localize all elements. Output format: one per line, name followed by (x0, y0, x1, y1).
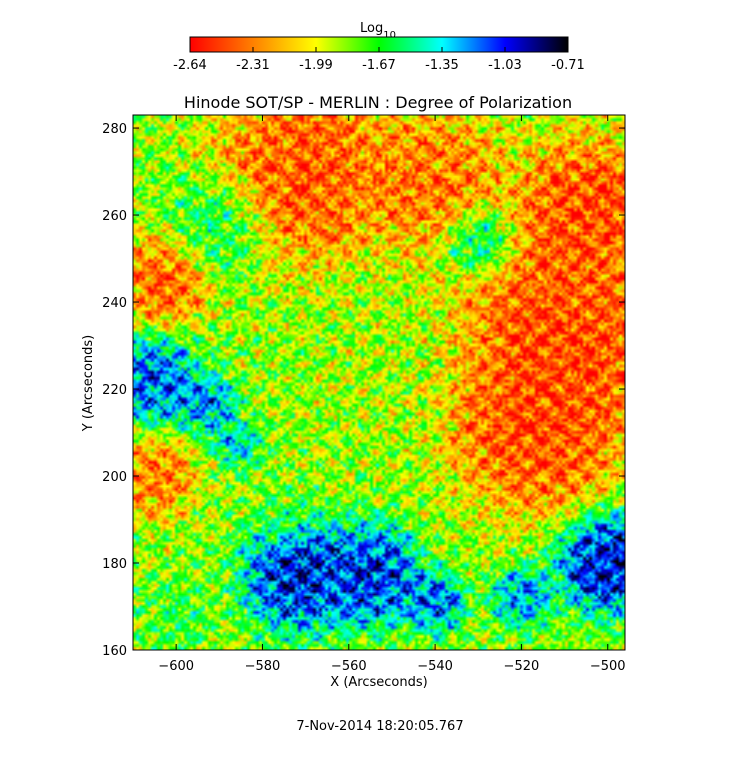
y-axis-label: Y (Arcseconds) (81, 335, 96, 432)
y-tick-label: 180 (102, 557, 127, 572)
colorbar-label-sub: 10 (383, 30, 396, 41)
x-axis-label: X (Arcseconds) (330, 675, 427, 690)
y-tick-label: 260 (102, 209, 127, 224)
x-tick-label: −560 (331, 659, 367, 674)
colorbar-tick-label: -0.71 (551, 58, 585, 73)
x-axis-ticks: −600 −580 −560 −540 −520 −500 (158, 115, 626, 674)
colorbar-tick-label: -1.67 (362, 58, 396, 73)
y-tick-label: 200 (102, 470, 127, 485)
colorbar-ticks: -2.64 -2.31 -1.99 -1.67 -1.35 -1.03 -0.71 (173, 47, 585, 73)
colorbar-label-base: Log (360, 21, 383, 36)
timestamp: 7-Nov-2014 18:20:05.767 (296, 719, 463, 734)
colorbar-label: Log10 (360, 21, 396, 41)
x-tick-label: −600 (158, 659, 194, 674)
colorbar-tick-label: -1.03 (488, 58, 522, 73)
colorbar-tick-label: -1.99 (299, 58, 333, 73)
heatmap-image (133, 115, 625, 650)
plot-area: −600 −580 −560 −540 −520 −500 160 180 200 220 240… (102, 114, 626, 674)
y-tick-label: 280 (102, 122, 127, 137)
colorbar-tick-label: -1.35 (425, 58, 459, 73)
colorbar-tick-label: -2.64 (173, 58, 207, 73)
y-tick-label: 160 (102, 644, 127, 659)
colorbar-tick-label: -2.31 (236, 58, 270, 73)
y-tick-label: 220 (102, 383, 127, 398)
chart-title: Hinode SOT/SP - MERLIN : Degree of Polar… (184, 93, 572, 112)
x-tick-label: −580 (245, 659, 281, 674)
x-tick-label: −540 (417, 659, 453, 674)
x-tick-label: −500 (590, 659, 626, 674)
y-tick-label: 240 (102, 296, 127, 311)
colorbar: Log10 -2.64 -2.31 -1.99 -1.67 -1.35 -1.03 -0.7… (173, 21, 585, 73)
y-axis-ticks: 160 180 200 220 240 260 280 (102, 122, 625, 659)
plot-frame (132, 114, 626, 651)
x-tick-label: −520 (504, 659, 540, 674)
